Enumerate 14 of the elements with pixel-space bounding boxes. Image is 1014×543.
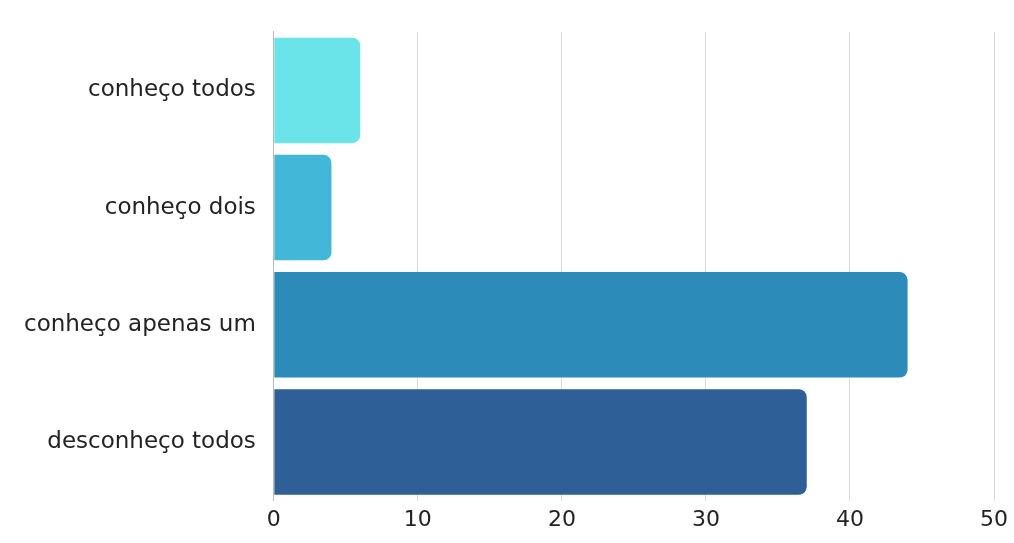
y-tick-label: desconheço todos — [47, 426, 256, 453]
x-tick-label: 30 — [691, 505, 720, 531]
x-tick-label: 10 — [403, 505, 432, 531]
x-tick-label: 50 — [980, 505, 1008, 531]
bar — [274, 389, 807, 495]
y-tick-label: conheço apenas um — [24, 309, 256, 336]
y-tick-label: conheço dois — [104, 192, 256, 219]
bar — [274, 272, 908, 378]
bar — [274, 37, 361, 144]
bar — [274, 154, 332, 261]
x-tick-label: 0 — [266, 505, 281, 531]
y-tick-label: conheço todos — [88, 75, 256, 102]
x-tick-label: 40 — [835, 505, 864, 531]
x-tick-label: 20 — [547, 505, 576, 531]
